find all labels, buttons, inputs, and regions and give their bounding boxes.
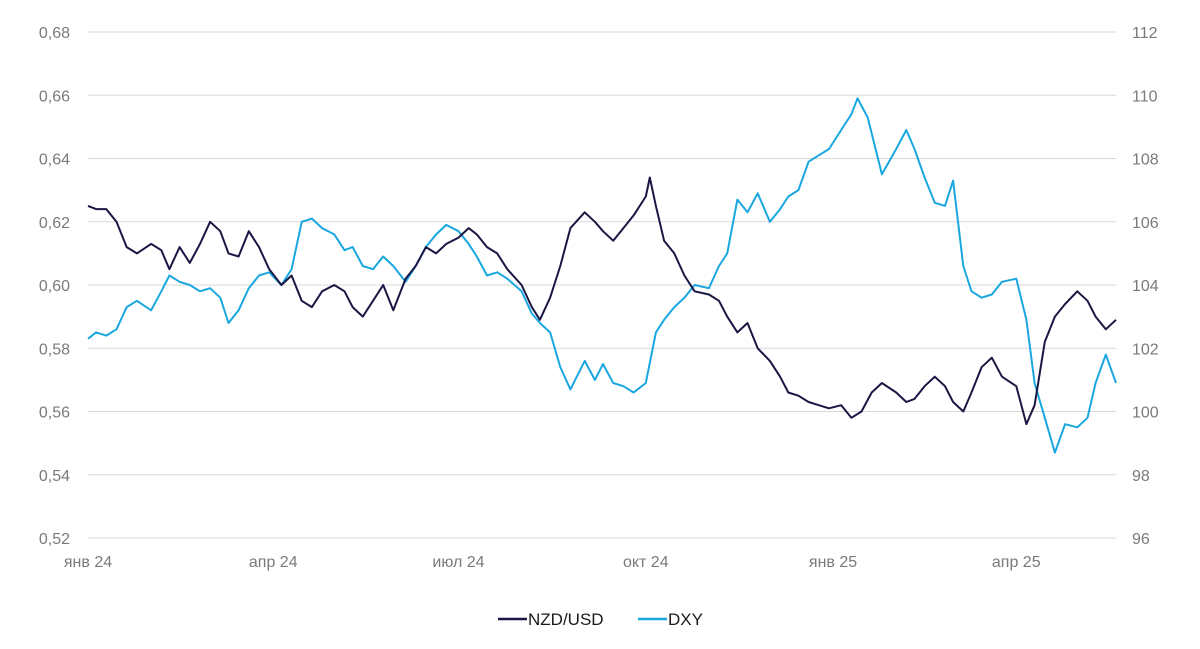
left-tick-label: 0,62	[39, 215, 70, 232]
right-tick-label: 108	[1132, 152, 1159, 169]
x-tick-label: июл 24	[432, 554, 484, 571]
left-tick-label: 0,64	[39, 152, 70, 169]
legend-label-dxy: DXY	[668, 610, 703, 629]
x-tick-label: окт 24	[623, 554, 669, 571]
right-tick-label: 102	[1132, 341, 1159, 358]
right-tick-label: 96	[1132, 531, 1150, 548]
series-lines	[87, 97, 1117, 454]
left-tick-label: 0,56	[39, 405, 70, 422]
legend: NZD/USD DXY	[498, 610, 703, 629]
right-tick-label: 104	[1132, 278, 1159, 295]
left-tick-label: 0,52	[39, 531, 70, 548]
left-tick-label: 0,58	[39, 341, 70, 358]
left-tick-label: 0,60	[39, 278, 70, 295]
series-line-nzdusd	[87, 176, 1117, 426]
right-tick-label: 106	[1132, 215, 1159, 232]
x-tick-label: апр 24	[249, 554, 298, 571]
right-tick-label: 110	[1132, 88, 1158, 105]
legend-label-nzdusd: NZD/USD	[528, 610, 604, 629]
right-y-axis: 96 98 100 102 104 106 108 110 112	[1132, 25, 1159, 548]
right-tick-label: 98	[1132, 468, 1150, 485]
left-tick-label: 0,68	[39, 25, 70, 42]
x-tick-label: янв 25	[809, 554, 857, 571]
left-tick-label: 0,54	[39, 468, 70, 485]
x-tick-label: апр 25	[992, 554, 1041, 571]
left-y-axis: 0,52 0,54 0,56 0,58 0,60 0,62 0,64 0,66 0,68	[39, 25, 70, 548]
right-tick-label: 100	[1132, 405, 1159, 422]
x-axis: янв 24 апр 24 июл 24 окт 24 янв 25 апр 25	[64, 554, 1041, 571]
right-tick-label: 112	[1132, 25, 1158, 42]
grid-lines	[88, 31, 1116, 539]
x-tick-label: янв 24	[64, 554, 112, 571]
left-tick-label: 0,66	[39, 88, 70, 105]
series-line-dxy	[87, 97, 1117, 454]
